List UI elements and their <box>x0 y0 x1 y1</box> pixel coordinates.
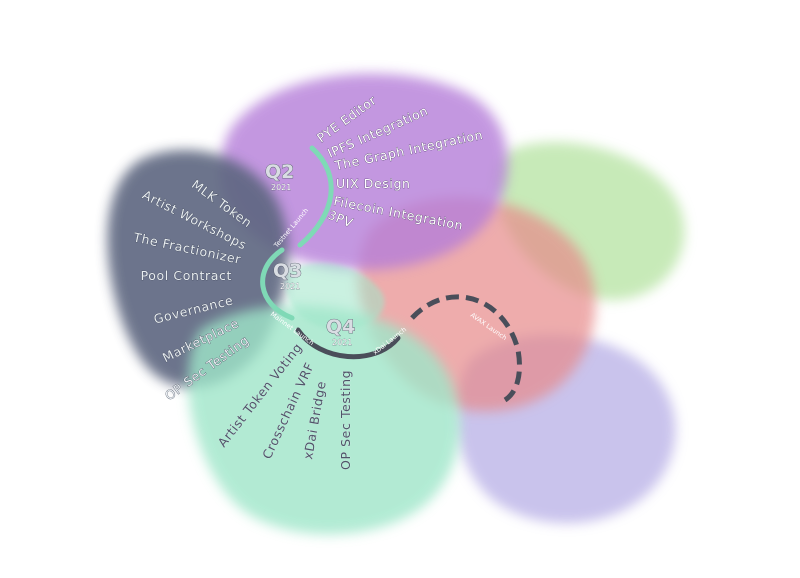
splash-layer <box>107 73 685 535</box>
q4-badge: Q4 2021 <box>326 316 356 348</box>
future-arc <box>410 294 522 403</box>
q2-item: UIX Design <box>336 176 411 191</box>
q2-arc <box>297 145 334 248</box>
q2-year: 2021 <box>271 183 291 192</box>
q4-arc <box>295 327 401 360</box>
splash-purple <box>219 73 508 270</box>
q4-year: 2021 <box>332 338 352 347</box>
q3-title: Q3 <box>273 260 302 282</box>
q3-year: 2021 <box>280 282 300 291</box>
q3-arc <box>260 247 295 321</box>
q2-badge: Q2 2021 <box>265 161 295 193</box>
splash-mint <box>188 305 460 535</box>
q3-badge: Q3 2021 <box>273 260 303 292</box>
splash-mint-top <box>286 262 385 330</box>
q4-item: OP Sec Testing <box>338 370 353 470</box>
q3-item: Pool Contract <box>141 268 232 283</box>
q4-title: Q4 <box>326 316 355 338</box>
q2-title: Q2 <box>265 161 294 183</box>
timeline <box>260 145 522 403</box>
